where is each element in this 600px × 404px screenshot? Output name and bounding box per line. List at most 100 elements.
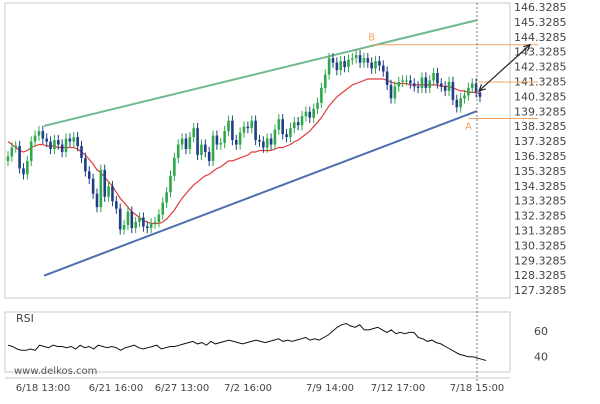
y-tick-label: 132.3285: [514, 210, 567, 223]
candlestick: [254, 115, 257, 146]
candlestick: [389, 79, 393, 104]
candle-body: [161, 202, 165, 215]
candlestick: [53, 134, 56, 155]
candle-body: [138, 217, 141, 223]
candle-body: [72, 137, 76, 142]
candlestick: [231, 115, 234, 146]
candlestick: [467, 82, 470, 101]
candle-body: [227, 120, 230, 132]
candle-body: [370, 62, 373, 69]
x-tick-label: 7/2 16:00: [224, 383, 272, 394]
candle-body: [463, 95, 466, 99]
candle-body: [173, 157, 176, 176]
y-tick-label: 135.3285: [514, 165, 567, 178]
candlestick: [265, 133, 269, 153]
candlestick: [262, 136, 265, 153]
candle-body: [451, 81, 455, 100]
candle-body: [169, 175, 172, 193]
candle-body: [76, 137, 79, 147]
candlestick: [87, 166, 91, 185]
pattern-label-a: A: [465, 121, 472, 132]
upper-channel-line: [43, 19, 478, 127]
candlestick: [250, 115, 254, 134]
candle-body: [231, 120, 234, 141]
candlestick: [327, 52, 331, 80]
candlestick: [296, 116, 300, 131]
candlestick: [412, 78, 416, 92]
candlestick: [37, 125, 41, 141]
rsi-tick-label: 60: [534, 325, 548, 338]
pattern-label-b: B: [368, 33, 375, 44]
candlestick: [366, 52, 370, 68]
x-tick-label: 6/21 16:00: [89, 383, 143, 394]
rsi-label: RSI: [16, 312, 34, 325]
candlestick: [33, 130, 37, 147]
y-tick-label: 142.3285: [514, 61, 567, 74]
y-tick-label: 144.3285: [514, 31, 567, 44]
candle-body: [343, 61, 346, 68]
y-tick-label: 143.3285: [514, 46, 567, 59]
candle-body: [254, 120, 257, 141]
candlestick: [138, 212, 141, 228]
candle-body: [118, 208, 122, 230]
candle-body: [416, 86, 420, 88]
candle-body: [103, 169, 107, 197]
candle-body: [184, 138, 188, 150]
candle-body: [366, 58, 370, 63]
candlestick: [397, 76, 401, 92]
y-tick-label: 139.3285: [514, 105, 567, 118]
candle-body: [188, 137, 192, 150]
candlestick: [6, 151, 10, 167]
candle-body: [262, 141, 265, 148]
candlestick: [56, 134, 60, 150]
candle-body: [126, 211, 130, 225]
candlestick: [223, 125, 226, 149]
candlestick: [405, 75, 408, 86]
candle-body: [14, 146, 18, 148]
candlestick: [335, 57, 339, 76]
candlestick: [95, 188, 99, 213]
candle-body: [53, 140, 56, 150]
candle-body: [180, 138, 184, 145]
candle-body: [339, 61, 343, 71]
candle-body: [99, 169, 103, 208]
candle-body: [347, 59, 350, 68]
candlestick: [188, 131, 192, 155]
y-tick-label: 128.3285: [514, 269, 567, 282]
candle-body: [142, 217, 145, 227]
candle-body: [405, 80, 408, 82]
candlestick: [26, 155, 29, 180]
lower-channel-line: [43, 110, 478, 277]
candlestick: [111, 181, 114, 207]
candlestick: [142, 212, 145, 232]
candlestick: [180, 133, 184, 150]
candle-body: [223, 131, 226, 144]
candlestick: [269, 133, 273, 150]
candlestick: [362, 52, 366, 68]
candle-body: [41, 131, 45, 139]
candlestick: [440, 78, 443, 92]
candlestick: [470, 78, 474, 94]
candlestick: [416, 81, 420, 94]
candle-body: [412, 83, 416, 87]
candle-body: [265, 138, 269, 148]
candle-body: [470, 83, 474, 88]
candle-body: [211, 135, 215, 161]
candlestick: [424, 72, 428, 94]
candle-body: [281, 119, 284, 135]
candle-body: [296, 122, 300, 126]
candlestick: [285, 128, 288, 143]
candlestick: [246, 121, 250, 134]
candle-body: [432, 73, 435, 81]
candlestick: [238, 127, 242, 150]
candle-body: [18, 146, 21, 169]
candle-body: [331, 58, 335, 63]
candlestick: [381, 60, 385, 77]
candle-body: [56, 140, 60, 145]
candle-body: [95, 193, 99, 208]
candlestick: [196, 122, 199, 161]
candlestick: [103, 164, 107, 202]
candle-body: [455, 99, 459, 108]
projection-arrow-head: [523, 43, 532, 52]
candlestick: [351, 52, 354, 65]
